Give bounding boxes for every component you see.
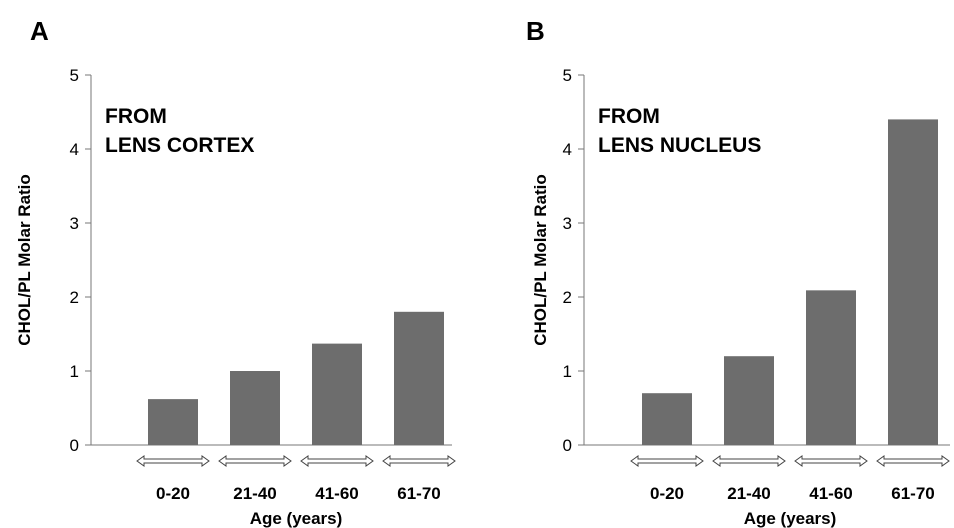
y-axis-title: CHOL/PL Molar Ratio — [15, 174, 34, 346]
annotation-line: FROM — [105, 105, 167, 128]
range-arrow — [794, 455, 868, 467]
category-label: 41-60 — [315, 484, 358, 503]
y-tick-label: 1 — [70, 362, 79, 381]
annotation-line: LENS CORTEX — [105, 134, 254, 157]
range-arrow — [382, 455, 456, 467]
y-axis-title: CHOL/PL Molar Ratio — [531, 174, 550, 346]
y-tick-label: 3 — [70, 214, 79, 233]
y-tick-label: 3 — [563, 214, 572, 233]
annotation-line: LENS NUCLEUS — [598, 134, 761, 157]
category-label: 21-40 — [727, 484, 770, 503]
bar — [642, 393, 692, 445]
range-arrow — [876, 455, 950, 467]
category-label: 61-70 — [397, 484, 440, 503]
y-tick-label: 5 — [563, 66, 572, 85]
range-arrow — [712, 455, 786, 467]
category-label: 0-20 — [156, 484, 190, 503]
bar — [888, 119, 938, 446]
panel-letter: A — [30, 16, 49, 46]
bar — [394, 311, 444, 445]
x-axis-title: Age (years) — [744, 509, 837, 528]
y-tick-label: 4 — [563, 140, 572, 159]
range-arrow — [300, 455, 374, 467]
y-tick-label: 0 — [563, 436, 572, 455]
panel-a: A 0 1 2 3 4 5 0-20 21-40 41-60 61-70 Age (years) CHO… — [15, 16, 456, 528]
range-arrow — [136, 455, 210, 467]
bar — [724, 356, 774, 445]
category-label: 61-70 — [891, 484, 934, 503]
bar — [312, 343, 362, 445]
category-label: 21-40 — [233, 484, 276, 503]
y-tick-label: 0 — [70, 436, 79, 455]
y-tick-label: 2 — [70, 288, 79, 307]
bar — [806, 290, 856, 445]
bar — [148, 399, 198, 445]
y-tick-label: 5 — [70, 66, 79, 85]
range-arrow — [218, 455, 292, 467]
category-label: 41-60 — [809, 484, 852, 503]
y-tick-label: 1 — [563, 362, 572, 381]
x-axis-title: Age (years) — [250, 509, 343, 528]
panel-b: B 0 1 2 3 4 5 0-20 21-40 41-60 61-70 Age (years) CHO… — [526, 16, 950, 528]
range-arrow — [630, 455, 704, 467]
y-tick-label: 4 — [70, 140, 79, 159]
annotation-line: FROM — [598, 105, 660, 128]
category-label: 0-20 — [650, 484, 684, 503]
bar — [230, 371, 280, 445]
panel-letter: B — [526, 16, 545, 46]
y-tick-label: 2 — [563, 288, 572, 307]
